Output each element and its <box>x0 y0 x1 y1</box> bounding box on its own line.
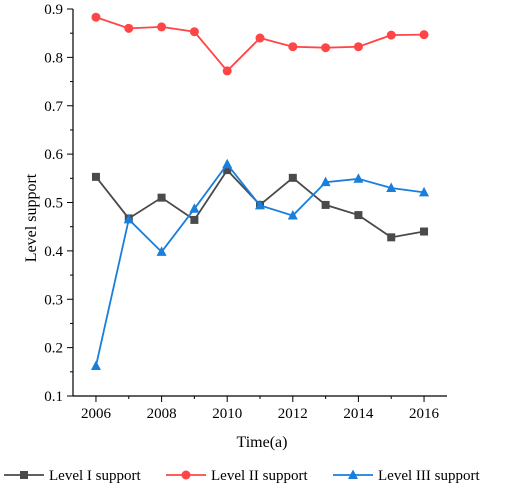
series-layer <box>90 12 430 371</box>
data-point <box>222 158 233 169</box>
data-point <box>189 27 199 37</box>
data-point <box>123 213 134 224</box>
data-point <box>91 172 100 181</box>
legend-label: Level I support <box>49 468 141 484</box>
data-point <box>190 215 199 224</box>
x-tick-label: 2006 <box>81 406 112 422</box>
data-point <box>320 176 331 187</box>
data-point <box>222 66 232 76</box>
legend-label: Level II support <box>211 468 308 484</box>
data-point <box>288 173 297 182</box>
data-point <box>419 186 430 197</box>
data-point <box>189 203 200 213</box>
series-line <box>95 162 425 367</box>
x-axis-title: Time(a) <box>237 434 288 451</box>
series-line <box>95 16 425 73</box>
data-point <box>288 42 298 52</box>
data-point <box>321 200 330 209</box>
y-tick-label: 0.8 <box>44 50 63 66</box>
legend-marker <box>348 469 358 479</box>
x-tick-label: 2008 <box>147 406 177 422</box>
data-point <box>353 173 364 183</box>
y-axis-ticks: 0.1 0.2 0.3 0.4 0.5 0.6 0.7 0.8 0.9 <box>44 2 73 405</box>
legend-marker <box>20 471 28 479</box>
legend-item: Level II support <box>166 468 308 484</box>
data-point <box>386 182 397 192</box>
y-tick-label: 0.5 <box>44 196 63 212</box>
y-tick-label: 0.2 <box>44 341 63 357</box>
legend-marker <box>181 470 191 480</box>
y-axis-title: Level support <box>23 173 40 262</box>
data-point <box>386 30 396 40</box>
legend: Level I support Level II support Level III… <box>4 468 480 484</box>
y-tick-label: 0.1 <box>44 389 63 405</box>
y-tick-label: 0.7 <box>44 99 63 115</box>
legend-item: Level III support <box>333 468 480 484</box>
y-tick-label: 0.6 <box>44 147 63 163</box>
data-point <box>157 193 166 202</box>
data-point <box>420 227 429 236</box>
legend-label: Level III support <box>378 468 480 484</box>
x-tick-label: 2010 <box>212 406 242 422</box>
legend-item: Level I support <box>4 468 141 484</box>
data-point <box>90 360 101 371</box>
data-point <box>223 166 232 175</box>
data-point <box>321 43 331 53</box>
data-point <box>255 199 265 210</box>
data-point <box>157 22 167 32</box>
y-tick-label: 0.9 <box>44 2 63 18</box>
x-tick-label: 2014 <box>343 406 374 422</box>
y-tick-label: 0.4 <box>44 244 63 260</box>
data-point <box>287 210 298 220</box>
data-point <box>255 33 265 43</box>
data-point <box>124 23 134 33</box>
data-point <box>354 211 363 220</box>
series-2 <box>91 12 429 76</box>
series-3 <box>90 158 430 371</box>
data-point <box>156 246 167 256</box>
x-tick-label: 2016 <box>409 406 440 422</box>
data-point <box>419 30 429 40</box>
data-point <box>387 233 396 242</box>
x-axis-ticks: 2006 2008 2010 2012 2014 2016 <box>81 396 440 422</box>
x-tick-label: 2012 <box>278 406 308 422</box>
data-point <box>353 42 363 52</box>
y-tick-label: 0.3 <box>44 292 63 308</box>
data-point <box>91 12 101 22</box>
